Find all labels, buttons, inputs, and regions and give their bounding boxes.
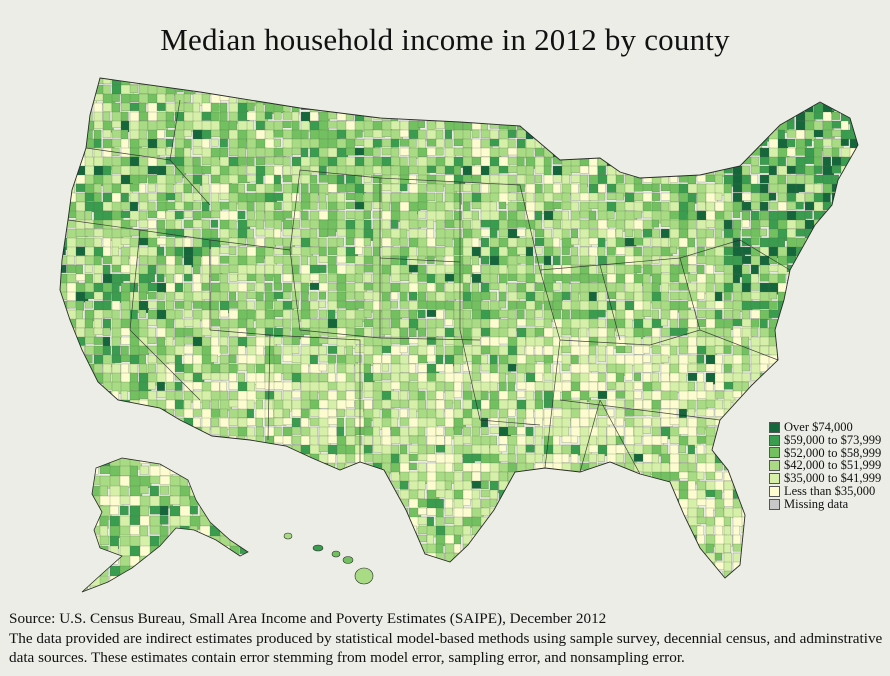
- legend-item: $59,000 to $73,999: [769, 432, 882, 447]
- legend-swatch: [769, 447, 780, 459]
- legend-swatch: [769, 485, 780, 497]
- legend-label: Over $74,000: [784, 420, 853, 434]
- legend-label: $52,000 to $58,999: [784, 445, 882, 460]
- legend-item: Over $74,000: [769, 421, 881, 434]
- methodology-note: The data provided are indirect estimates…: [9, 629, 883, 667]
- source-note: Source: U.S. Census Bureau, Small Area I…: [9, 609, 884, 668]
- alaska: [81, 457, 249, 593]
- legend-swatch: [769, 434, 780, 446]
- legend-swatch: [769, 498, 780, 510]
- legend-label: Less than $35,000: [784, 483, 876, 498]
- legend-swatch: [769, 473, 780, 485]
- legend-item: Less than $35,000: [769, 485, 881, 498]
- legend-item: Missing data: [769, 496, 881, 511]
- source-citation: Source: U.S. Census Bureau, Small Area I…: [9, 610, 607, 627]
- legend-label: $42,000 to $51,999: [784, 458, 882, 473]
- legend-label: $59,000 to $73,999: [784, 432, 882, 447]
- legend-swatch: [769, 421, 780, 433]
- legend-label: $35,000 to $41,999: [784, 471, 882, 486]
- map-title: Median household income in 2012 by count…: [160, 22, 730, 57]
- hawaii: [283, 532, 374, 585]
- legend-item: $52,000 to $58,999: [769, 445, 882, 460]
- legend-item: $35,000 to $41,999: [769, 472, 881, 485]
- map-legend: Over $74,000 $59,000 to $73,999 $52,000 to…: [769, 421, 881, 511]
- legend-swatch: [769, 460, 780, 472]
- legend-label: Missing data: [784, 496, 849, 511]
- legend-item: $42,000 to $51,999: [769, 459, 881, 472]
